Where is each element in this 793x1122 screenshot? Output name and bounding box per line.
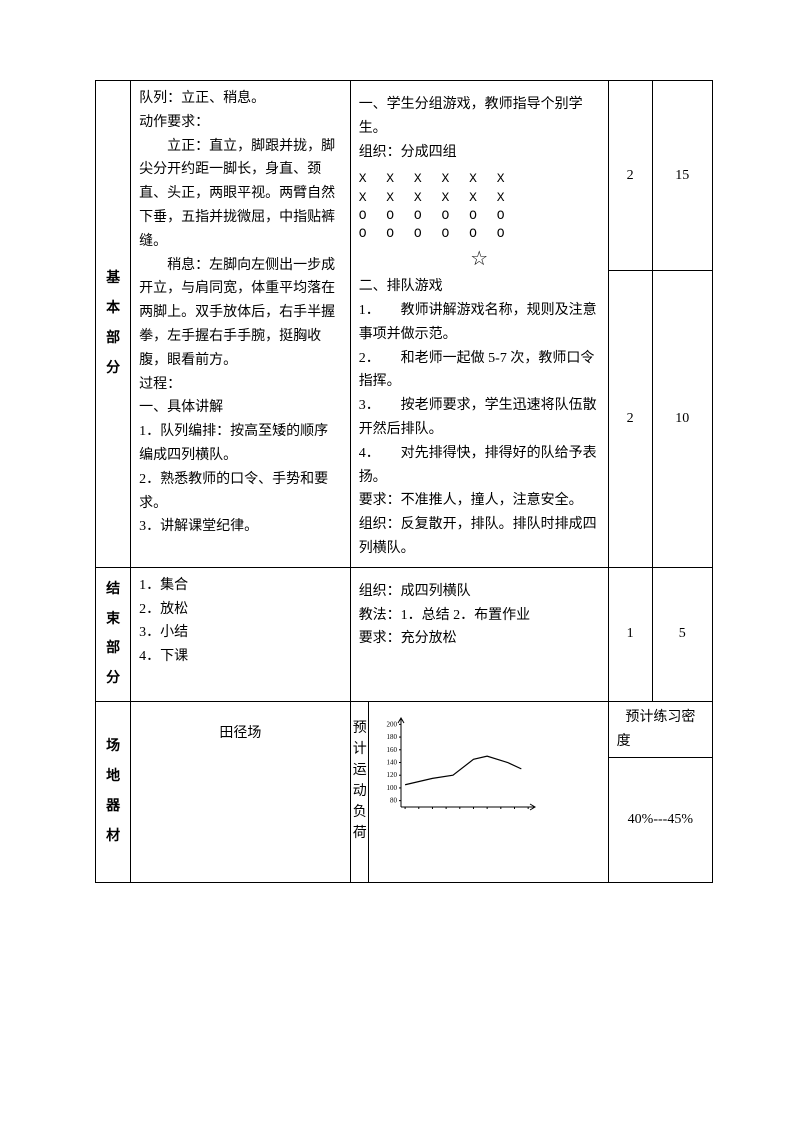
chart-container: 200 180 160 140 120 100 80: [369, 702, 608, 882]
chart-cell: 预计运动负荷 200 180 160 140 120 100 80: [350, 701, 608, 882]
svg-text:200: 200: [387, 720, 398, 728]
basic-content1: 队列：立正、稍息。 动作要求： 立正：直立，脚跟并拢，脚尖分开约距一脚长，身直、…: [131, 81, 351, 568]
basic-num2: 2: [608, 271, 652, 568]
basic-num1: 2: [608, 81, 652, 271]
end-num: 1: [608, 567, 652, 701]
density-value: 40%---45%: [609, 758, 712, 882]
chart-label: 预计运动负荷: [351, 702, 369, 882]
basic-section-row1: 基 本 部 分 队列：立正、稍息。 动作要求： 立正：直立，脚跟并拢，脚尖分开约…: [96, 81, 713, 271]
venue-label: 场 地 器 材: [96, 701, 131, 882]
load-chart: 200 180 160 140 120 100 80: [379, 712, 539, 817]
svg-text:140: 140: [387, 758, 398, 766]
end-content1: 1．集合 2．放松 3．小结 4．下课: [131, 567, 351, 701]
formation-diagram: X X X X X X X X X X X X O O O O O O O O …: [359, 170, 600, 243]
end-section-row: 结 束 部 分 1．集合 2．放松 3．小结 4．下课 组织：成四列横队 教法：…: [96, 567, 713, 701]
end-content2: 组织：成四列横队 教法：1．总结 2．布置作业 要求：充分放松: [350, 567, 608, 701]
svg-text:120: 120: [387, 771, 398, 779]
density-label: 预计练习密 度: [609, 702, 712, 758]
venue-section-row: 场 地 器 材 田径场 预计运动负荷 200 180 160 140 120 100 80: [96, 701, 713, 882]
svg-text:160: 160: [387, 746, 398, 754]
end-time: 5: [652, 567, 712, 701]
basic-content2: 一、学生分组游戏，教师指导个别学生。 组织：分成四组 X X X X X X X…: [350, 81, 608, 568]
star-icon: ☆: [359, 249, 600, 269]
svg-text:80: 80: [390, 797, 398, 805]
svg-text:100: 100: [387, 784, 398, 792]
svg-text:180: 180: [387, 733, 398, 741]
basic-label: 基 本 部 分: [96, 81, 131, 568]
basic-time2: 10: [652, 271, 712, 568]
lesson-plan-table: 基 本 部 分 队列：立正、稍息。 动作要求： 立正：直立，脚跟并拢，脚尖分开约…: [95, 80, 713, 883]
venue-content: 田径场: [131, 701, 351, 882]
density-cell: 预计练习密 度 40%---45%: [608, 701, 712, 882]
basic-time1: 15: [652, 81, 712, 271]
end-label: 结 束 部 分: [96, 567, 131, 701]
